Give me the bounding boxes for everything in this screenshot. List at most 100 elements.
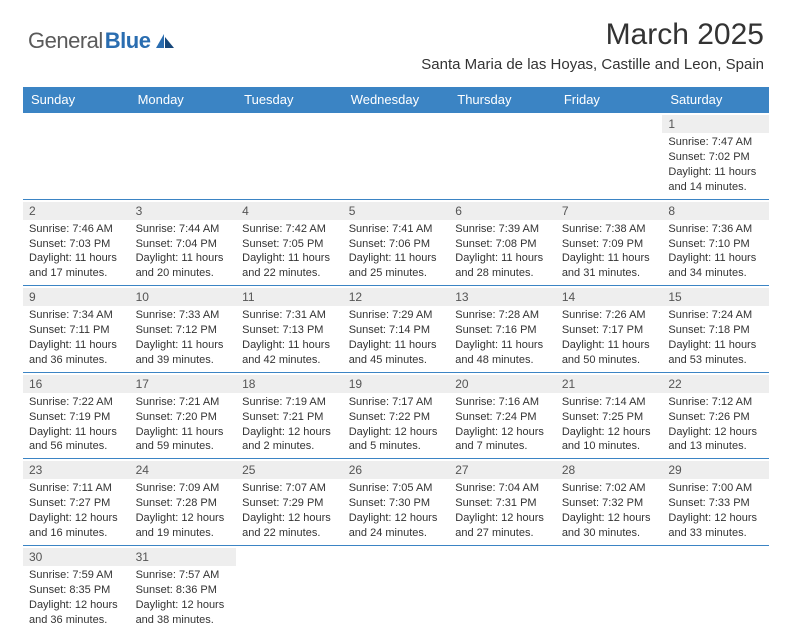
calendar-cell: 5Sunrise: 7:41 AMSunset: 7:06 PMDaylight… — [343, 199, 450, 286]
day-number: 16 — [23, 375, 130, 393]
daylight-text: Daylight: 12 hours and 7 minutes. — [455, 425, 550, 455]
daylight-text: Daylight: 12 hours and 36 minutes. — [29, 598, 124, 628]
sunset-text: Sunset: 7:16 PM — [455, 323, 550, 338]
sunset-text: Sunset: 7:02 PM — [668, 150, 763, 165]
daylight-text: Daylight: 11 hours and 36 minutes. — [29, 338, 124, 368]
calendar-cell: 10Sunrise: 7:33 AMSunset: 7:12 PMDayligh… — [130, 286, 237, 373]
calendar-cell: 29Sunrise: 7:00 AMSunset: 7:33 PMDayligh… — [662, 459, 769, 546]
daylight-text: Daylight: 11 hours and 20 minutes. — [136, 251, 231, 281]
sunrise-text: Sunrise: 7:46 AM — [29, 222, 124, 237]
calendar-cell: 25Sunrise: 7:07 AMSunset: 7:29 PMDayligh… — [236, 459, 343, 546]
calendar-cell: 18Sunrise: 7:19 AMSunset: 7:21 PMDayligh… — [236, 372, 343, 459]
sunrise-text: Sunrise: 7:59 AM — [29, 568, 124, 583]
sunrise-text: Sunrise: 7:05 AM — [349, 481, 444, 496]
sunset-text: Sunset: 7:22 PM — [349, 410, 444, 425]
calendar-cell — [449, 113, 556, 200]
calendar-row: 9Sunrise: 7:34 AMSunset: 7:11 PMDaylight… — [23, 286, 769, 373]
daylight-text: Daylight: 12 hours and 13 minutes. — [668, 425, 763, 455]
day-number: 3 — [130, 202, 237, 220]
day-number: 22 — [662, 375, 769, 393]
daylight-text: Daylight: 11 hours and 28 minutes. — [455, 251, 550, 281]
sunset-text: Sunset: 7:26 PM — [668, 410, 763, 425]
calendar-cell: 12Sunrise: 7:29 AMSunset: 7:14 PMDayligh… — [343, 286, 450, 373]
calendar-cell: 9Sunrise: 7:34 AMSunset: 7:11 PMDaylight… — [23, 286, 130, 373]
daylight-text: Daylight: 12 hours and 16 minutes. — [29, 511, 124, 541]
day-number: 18 — [236, 375, 343, 393]
page-title: March 2025 — [421, 18, 764, 52]
day-number: 31 — [130, 548, 237, 566]
sunrise-text: Sunrise: 7:17 AM — [349, 395, 444, 410]
sunset-text: Sunset: 7:12 PM — [136, 323, 231, 338]
calendar-cell: 27Sunrise: 7:04 AMSunset: 7:31 PMDayligh… — [449, 459, 556, 546]
sunset-text: Sunset: 8:35 PM — [29, 583, 124, 598]
day-number: 26 — [343, 461, 450, 479]
calendar-cell: 6Sunrise: 7:39 AMSunset: 7:08 PMDaylight… — [449, 199, 556, 286]
sunset-text: Sunset: 7:05 PM — [242, 237, 337, 252]
day-number: 27 — [449, 461, 556, 479]
sunset-text: Sunset: 8:36 PM — [136, 583, 231, 598]
daylight-text: Daylight: 12 hours and 24 minutes. — [349, 511, 444, 541]
sunrise-text: Sunrise: 7:19 AM — [242, 395, 337, 410]
sunrise-text: Sunrise: 7:21 AM — [136, 395, 231, 410]
sunset-text: Sunset: 7:18 PM — [668, 323, 763, 338]
day-number: 24 — [130, 461, 237, 479]
weekday-header: Thursday — [449, 87, 556, 113]
sunset-text: Sunset: 7:11 PM — [29, 323, 124, 338]
sunrise-text: Sunrise: 7:02 AM — [562, 481, 657, 496]
day-number: 12 — [343, 288, 450, 306]
day-number: 21 — [556, 375, 663, 393]
day-number: 17 — [130, 375, 237, 393]
calendar-cell: 13 Sunrise: 7:28 AMSunset: 7:16 PMDayligh… — [449, 286, 556, 373]
daylight-text: Daylight: 12 hours and 33 minutes. — [668, 511, 763, 541]
location-text: Santa Maria de las Hoyas, Castille and L… — [421, 56, 764, 73]
sunset-text: Sunset: 7:24 PM — [455, 410, 550, 425]
day-number: 25 — [236, 461, 343, 479]
daylight-text: Daylight: 11 hours and 48 minutes. — [455, 338, 550, 368]
calendar-cell: 16Sunrise: 7:22 AMSunset: 7:19 PMDayligh… — [23, 372, 130, 459]
sunrise-text: Sunrise: 7:11 AM — [29, 481, 124, 496]
header: GeneralBlue March 2025 Santa Maria de la… — [0, 0, 792, 81]
sunset-text: Sunset: 7:30 PM — [349, 496, 444, 511]
calendar-cell: 8Sunrise: 7:36 AMSunset: 7:10 PMDaylight… — [662, 199, 769, 286]
daylight-text: Daylight: 12 hours and 30 minutes. — [562, 511, 657, 541]
calendar-cell — [343, 545, 450, 631]
calendar-cell: 24Sunrise: 7:09 AMSunset: 7:28 PMDayligh… — [130, 459, 237, 546]
calendar-cell: 30 Sunrise: 7:59 AMSunset: 8:35 PMDayligh… — [23, 545, 130, 631]
calendar-cell — [236, 113, 343, 200]
day-number: 13 — [449, 288, 556, 306]
sunset-text: Sunset: 7:29 PM — [242, 496, 337, 511]
daylight-text: Daylight: 11 hours and 39 minutes. — [136, 338, 231, 368]
calendar-cell — [556, 545, 663, 631]
sunrise-text: Sunrise: 7:42 AM — [242, 222, 337, 237]
daylight-text: Daylight: 11 hours and 14 minutes. — [668, 165, 763, 195]
calendar-cell — [662, 545, 769, 631]
day-number: 10 — [130, 288, 237, 306]
day-number: 6 — [449, 202, 556, 220]
daylight-text: Daylight: 11 hours and 56 minutes. — [29, 425, 124, 455]
sunrise-text: Sunrise: 7:34 AM — [29, 308, 124, 323]
calendar-table: Sunday Monday Tuesday Wednesday Thursday… — [23, 87, 769, 631]
sunrise-text: Sunrise: 7:39 AM — [455, 222, 550, 237]
day-number: 7 — [556, 202, 663, 220]
calendar-cell — [343, 113, 450, 200]
day-number: 15 — [662, 288, 769, 306]
sunrise-text: Sunrise: 7:22 AM — [29, 395, 124, 410]
logo: GeneralBlue — [28, 28, 176, 54]
sunset-text: Sunset: 7:17 PM — [562, 323, 657, 338]
calendar-cell: 22 Sunrise: 7:12 AMSunset: 7:26 PMDayligh… — [662, 372, 769, 459]
logo-text-1: General — [28, 28, 103, 54]
sunrise-text: Sunrise: 7:28 AM — [455, 308, 550, 323]
daylight-text: Daylight: 12 hours and 22 minutes. — [242, 511, 337, 541]
calendar-cell — [556, 113, 663, 200]
day-number: 30 — [23, 548, 130, 566]
weekday-header: Friday — [556, 87, 663, 113]
sunset-text: Sunset: 7:13 PM — [242, 323, 337, 338]
daylight-text: Daylight: 11 hours and 31 minutes. — [562, 251, 657, 281]
sunset-text: Sunset: 7:28 PM — [136, 496, 231, 511]
sunset-text: Sunset: 7:09 PM — [562, 237, 657, 252]
sunset-text: Sunset: 7:03 PM — [29, 237, 124, 252]
calendar-cell: 4Sunrise: 7:42 AMSunset: 7:05 PMDaylight… — [236, 199, 343, 286]
calendar-cell: 14Sunrise: 7:26 AMSunset: 7:17 PMDayligh… — [556, 286, 663, 373]
daylight-text: Daylight: 11 hours and 17 minutes. — [29, 251, 124, 281]
sunrise-text: Sunrise: 7:12 AM — [668, 395, 763, 410]
